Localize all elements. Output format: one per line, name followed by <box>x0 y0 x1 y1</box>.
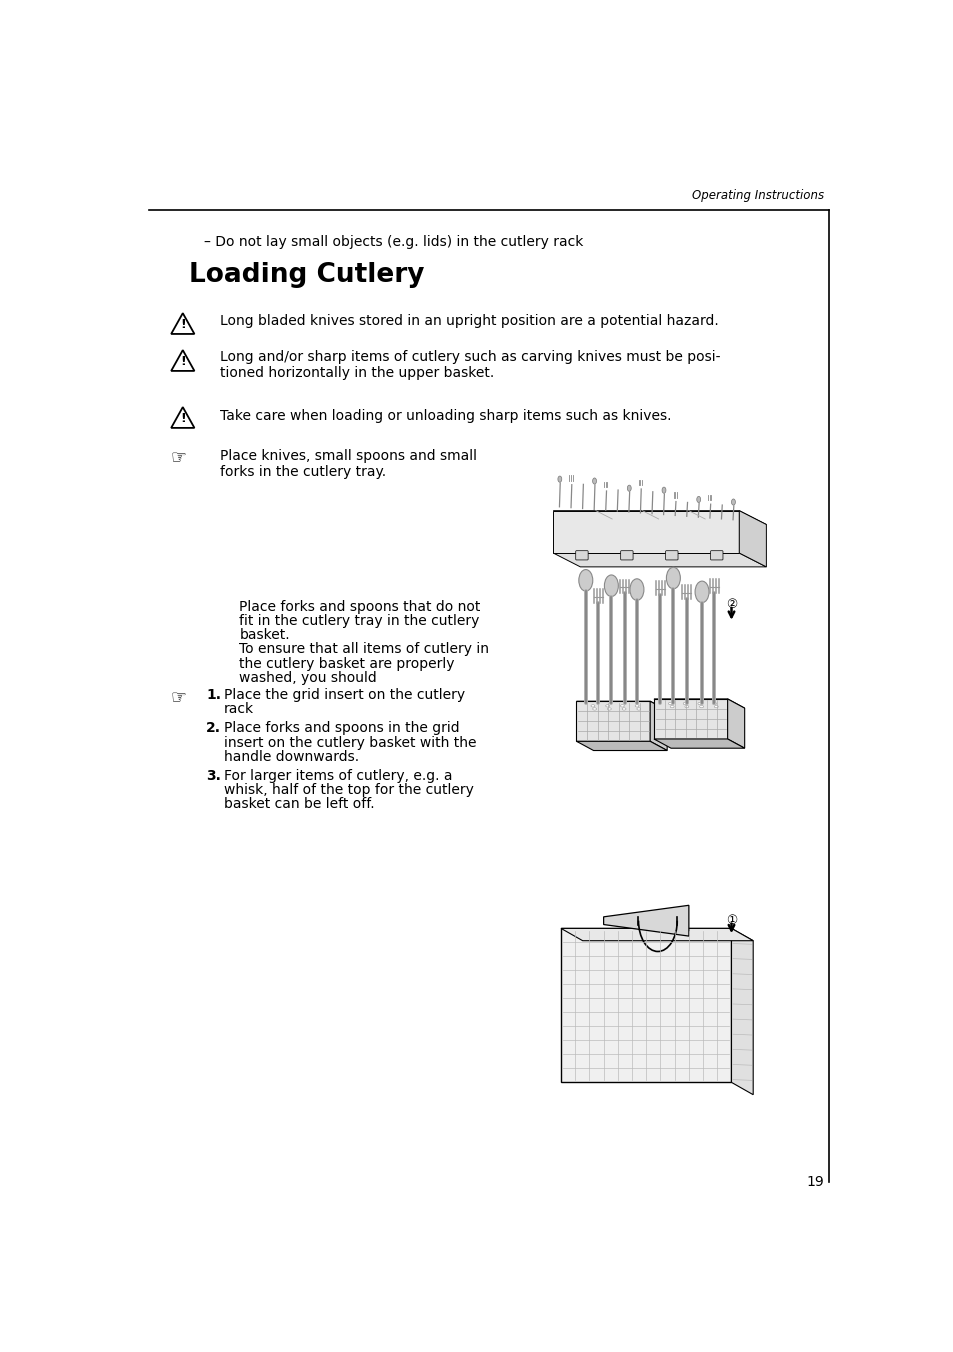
Text: Place the grid insert on the cutlery: Place the grid insert on the cutlery <box>224 688 464 702</box>
Text: 19: 19 <box>806 1175 823 1190</box>
Ellipse shape <box>637 708 640 710</box>
Ellipse shape <box>666 568 679 589</box>
Ellipse shape <box>592 479 596 484</box>
Text: For larger items of cutlery, e.g. a: For larger items of cutlery, e.g. a <box>224 769 452 783</box>
Text: ☞: ☞ <box>171 688 187 706</box>
Ellipse shape <box>682 703 686 704</box>
Polygon shape <box>553 511 739 553</box>
Text: ☞: ☞ <box>171 449 187 466</box>
Ellipse shape <box>635 704 639 707</box>
Text: 2.: 2. <box>206 721 221 735</box>
Ellipse shape <box>712 703 716 704</box>
Text: Loading Cutlery: Loading Cutlery <box>189 262 424 288</box>
Ellipse shape <box>578 569 592 591</box>
Ellipse shape <box>627 487 631 492</box>
Text: ②: ② <box>725 599 737 611</box>
Polygon shape <box>654 699 744 708</box>
Ellipse shape <box>714 706 718 708</box>
Ellipse shape <box>696 496 700 503</box>
Text: Place forks and spoons that do not: Place forks and spoons that do not <box>239 599 480 614</box>
Text: whisk, half of the top for the cutlery: whisk, half of the top for the cutlery <box>224 783 474 796</box>
Ellipse shape <box>605 704 609 707</box>
Ellipse shape <box>670 706 674 708</box>
Text: washed, you should: washed, you should <box>239 671 376 685</box>
FancyBboxPatch shape <box>665 550 678 560</box>
Text: 3.: 3. <box>206 769 221 783</box>
Text: basket.: basket. <box>239 629 290 642</box>
Polygon shape <box>576 702 666 711</box>
Ellipse shape <box>621 708 625 710</box>
Polygon shape <box>576 702 649 741</box>
Ellipse shape <box>607 708 611 710</box>
FancyBboxPatch shape <box>710 550 722 560</box>
Polygon shape <box>739 511 765 566</box>
Polygon shape <box>727 699 744 748</box>
Polygon shape <box>560 929 753 941</box>
Polygon shape <box>654 740 744 748</box>
Polygon shape <box>560 929 731 1083</box>
Ellipse shape <box>684 706 688 708</box>
Ellipse shape <box>558 480 561 487</box>
Text: – Do not lay small objects (e.g. lids) in the cutlery rack: – Do not lay small objects (e.g. lids) i… <box>204 235 583 249</box>
Text: To ensure that all items of cutlery in: To ensure that all items of cutlery in <box>239 642 489 656</box>
Ellipse shape <box>604 575 618 596</box>
Text: rack: rack <box>224 703 253 717</box>
Polygon shape <box>649 702 666 750</box>
Ellipse shape <box>661 488 665 495</box>
Ellipse shape <box>629 579 643 600</box>
Ellipse shape <box>592 708 596 710</box>
Text: fit in the cutlery tray in the cutlery: fit in the cutlery tray in the cutlery <box>239 614 479 627</box>
Text: handle downwards.: handle downwards. <box>224 750 358 764</box>
Text: 1.: 1. <box>206 688 221 702</box>
Text: Long and/or sharp items of cutlery such as carving knives must be posi-
tioned h: Long and/or sharp items of cutlery such … <box>220 350 720 380</box>
Text: !: ! <box>180 412 186 425</box>
Polygon shape <box>654 699 727 740</box>
Text: insert on the cutlery basket with the: insert on the cutlery basket with the <box>224 735 476 749</box>
Polygon shape <box>731 929 753 1095</box>
Ellipse shape <box>590 704 595 707</box>
Ellipse shape <box>668 703 672 704</box>
Ellipse shape <box>619 704 623 707</box>
Ellipse shape <box>699 706 702 708</box>
Polygon shape <box>576 741 666 750</box>
FancyBboxPatch shape <box>620 550 633 560</box>
Text: basket can be left off.: basket can be left off. <box>224 798 375 811</box>
Polygon shape <box>553 553 765 566</box>
Text: Operating Instructions: Operating Instructions <box>692 189 823 203</box>
Ellipse shape <box>731 499 735 506</box>
FancyBboxPatch shape <box>575 550 587 560</box>
Polygon shape <box>553 511 765 525</box>
Text: Place knives, small spoons and small
forks in the cutlery tray.: Place knives, small spoons and small for… <box>220 449 476 479</box>
Text: Take care when loading or unloading sharp items such as knives.: Take care when loading or unloading shar… <box>220 408 671 423</box>
Text: Place forks and spoons in the grid: Place forks and spoons in the grid <box>224 721 459 735</box>
Text: ①: ① <box>725 914 737 927</box>
Polygon shape <box>603 906 688 936</box>
Ellipse shape <box>695 581 708 603</box>
Ellipse shape <box>698 703 701 704</box>
Text: the cutlery basket are properly: the cutlery basket are properly <box>239 657 455 671</box>
Text: !: ! <box>180 318 186 331</box>
Text: Long bladed knives stored in an upright position are a potential hazard.: Long bladed knives stored in an upright … <box>220 314 718 329</box>
Text: !: ! <box>180 356 186 368</box>
